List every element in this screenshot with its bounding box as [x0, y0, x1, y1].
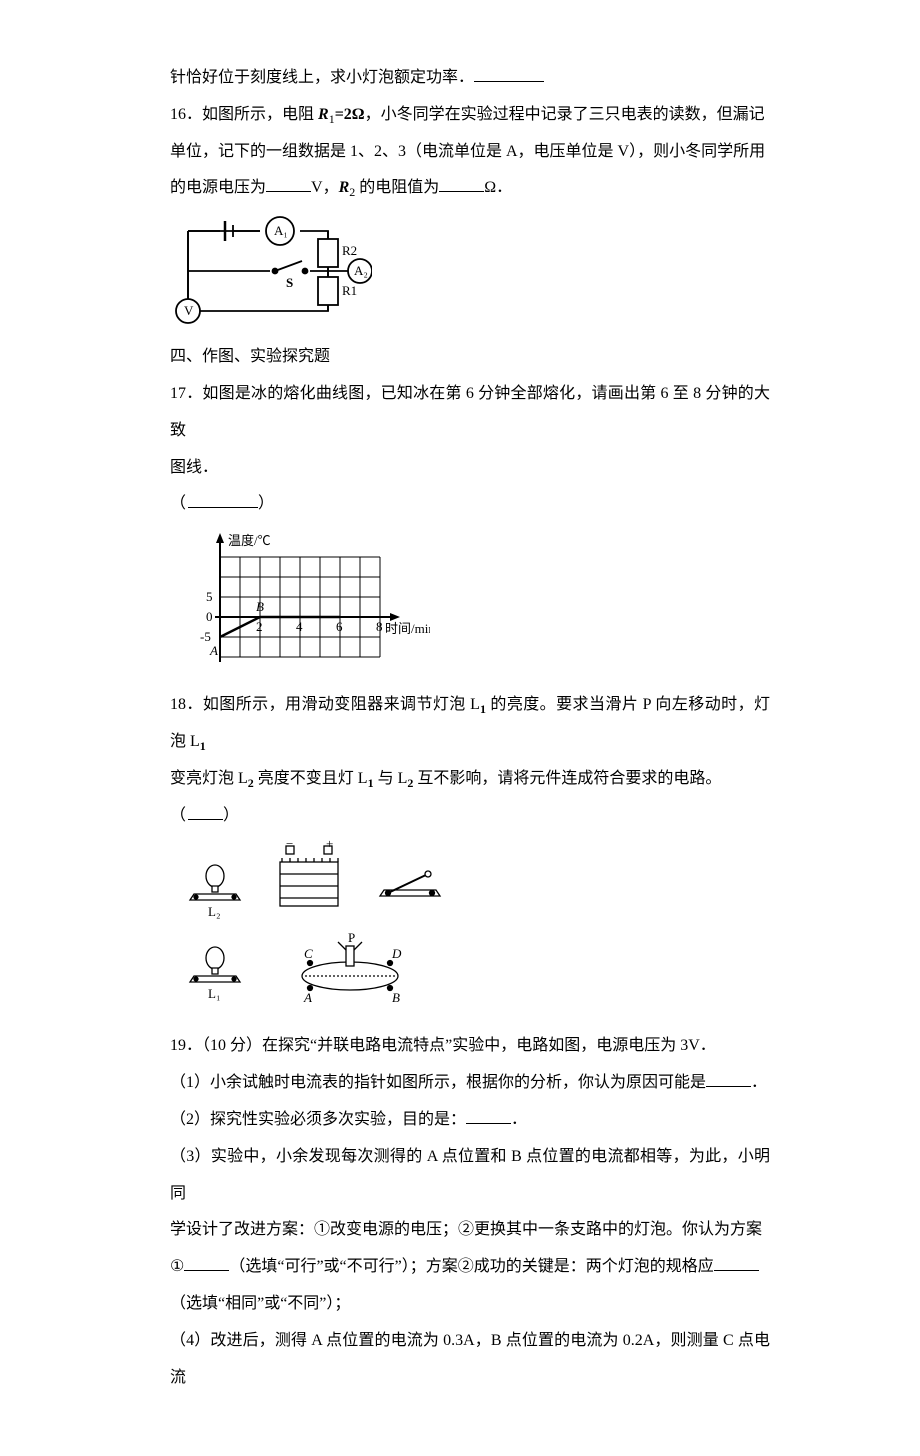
q19-p3l3a: ① — [170, 1258, 184, 1275]
q19-p2: （2）探究性实验必须多次实验，目的是： ． — [170, 1102, 770, 1139]
q19-p1a: （1）小余试触时电流表的指针如图所示，根据你的分析，你认为原因可能是 — [170, 1074, 706, 1091]
q16-unitohm: Ω． — [484, 179, 512, 196]
q19-p3-l1: （3）实验中，小余发现每次测得的 A 点位置和 B 点位置的电流都相等，为此，小… — [170, 1139, 770, 1213]
label-l2: L₂ — [208, 904, 220, 919]
r2-sym: R — [339, 179, 350, 196]
label-r2: R2 — [342, 243, 357, 258]
label-p: P — [348, 930, 355, 945]
r2-letter: R — [339, 179, 350, 196]
q19-line1: 19．（10 分）在探究“并联电路电流特点”实验中，电路如图，电源电压为 3V． — [170, 1028, 770, 1065]
label-a1: A₁ — [274, 223, 288, 238]
q17-line2: 图线． — [170, 450, 770, 487]
label-b: B — [392, 990, 400, 1005]
blank-q15 — [474, 65, 544, 82]
blank-q16-ohm — [439, 175, 484, 192]
q16-l3b: 的电阻值为 — [355, 179, 439, 196]
fig18-svg: − + L₂ L₁ P C D A B — [170, 838, 470, 1018]
label-v: V — [184, 303, 194, 318]
r1-sym: R — [318, 106, 329, 123]
blank-q19-1 — [706, 1070, 751, 1087]
pt-B: B — [256, 599, 264, 614]
q18-l1sub2: 1 — [200, 739, 206, 753]
pt-A: A — [209, 643, 218, 658]
ytick-5: 5 — [206, 589, 213, 604]
q16-l1b: ，小冬同学在实验过程中记录了三只电表的读数，但漏记 — [365, 106, 765, 123]
bat-minus: − — [286, 838, 293, 851]
q18-components-figure: − + L₂ L₁ P C D A B — [170, 838, 770, 1018]
q18-l2b: 亮度不变且灯 L — [254, 770, 368, 787]
q16-line1: 16．如图所示，电阻 R1=2Ω，小冬同学在实验过程中记录了三只电表的读数，但漏… — [170, 97, 770, 134]
blank-q19-3a — [184, 1254, 229, 1271]
q17-pr: ） — [258, 495, 276, 512]
blank-q18 — [188, 803, 223, 820]
q18-l2a: 变亮灯泡 L — [170, 770, 248, 787]
q19-p1b: ． — [751, 1074, 767, 1091]
q19-p3-l2: 学设计了改进方案：①改变电源的电压；②更换其中一条支路中的灯泡。你认为方案 — [170, 1212, 770, 1249]
q18-pr: ） — [223, 807, 241, 824]
q16-line2: 单位，记下的一组数据是 1、2、3（电流单位是 A，电压单位是 V），则小冬同学… — [170, 134, 770, 171]
q18-l1a: 18．如图所示，用滑动变阻器来调节灯泡 L — [170, 696, 480, 713]
q19-p1: （1）小余试触时电流表的指针如图所示，根据你的分析，你认为原因可能是 ． — [170, 1065, 770, 1102]
q16-unitv: V， — [311, 179, 339, 196]
q16-line3: 的电源电压为V，R2 的电阻值为Ω． — [170, 170, 770, 207]
ylabel: 温度/℃ — [228, 533, 271, 548]
label-c: C — [304, 946, 313, 961]
q16-l1a: 16．如图所示，电阻 — [170, 106, 318, 123]
q16-circuit-figure: A₁ A₂ R2 S R1 V — [170, 211, 770, 329]
q19-p2b: ． — [511, 1111, 527, 1128]
blank-q19-3b — [714, 1254, 759, 1271]
q19-p2a: （2）探究性实验必须多次实验，目的是： — [170, 1111, 466, 1128]
q19-p3hint1: （选填“可行”或“不可行”）；方案②成功的关键是：两个灯泡的规格应 — [229, 1258, 713, 1275]
r1-letter: R — [318, 106, 329, 123]
q18-paren: （） — [170, 798, 770, 835]
section4-title: 四、作图、实验探究题 — [170, 339, 770, 376]
xtick-4: 4 — [296, 619, 303, 634]
blank-q17 — [188, 491, 258, 508]
blank-q16-v — [266, 175, 311, 192]
graph17-svg: 温度/℃ 时间/min 5 0 -5 2 4 6 8 A B — [170, 527, 430, 677]
q19-p3-l3: ① （选填“可行”或“不可行”）；方案②成功的关键是：两个灯泡的规格应 — [170, 1249, 770, 1286]
ytick-neg5: -5 — [200, 629, 211, 644]
q18-line2: 变亮灯泡 L2 亮度不变且灯 L1 与 L2 互不影响，请将元件连成符合要求的电… — [170, 761, 770, 798]
xlabel: 时间/min — [385, 621, 430, 636]
q18-pl: （ — [170, 807, 188, 824]
q15-tail: 针恰好位于刻度线上，求小灯泡额定功率． — [170, 60, 770, 97]
q17-graph-figure: 温度/℃ 时间/min 5 0 -5 2 4 6 8 A B — [170, 527, 770, 677]
label-a2: A₂ — [354, 263, 368, 278]
xtick-8: 8 — [376, 619, 383, 634]
bat-plus: + — [326, 838, 333, 851]
q17-paren: （） — [170, 486, 770, 523]
q19-p3-l4: （选填“相同”或“不同”）； — [170, 1286, 770, 1323]
label-s: S — [286, 275, 293, 290]
q17-pl: （ — [170, 495, 188, 512]
label-d: D — [391, 946, 402, 961]
label-l1: L₁ — [208, 986, 220, 1001]
blank-q19-2 — [466, 1107, 511, 1124]
q16-l3a: 的电源电压为 — [170, 179, 266, 196]
circuit-svg: A₁ A₂ R2 S R1 V — [170, 211, 372, 329]
q18-l2c: 与 L — [374, 770, 408, 787]
r1-eq: =2Ω — [335, 106, 365, 123]
q19-p4: （4）改进后，测得 A 点位置的电流为 0.3A，B 点位置的电流为 0.2A，… — [170, 1323, 770, 1397]
xtick-6: 6 — [336, 619, 343, 634]
ytick-0: 0 — [206, 609, 213, 624]
xtick-2: 2 — [256, 619, 263, 634]
q18-l2d: 互不影响，请将元件连成符合要求的电路。 — [413, 770, 721, 787]
q17-line1: 17．如图是冰的熔化曲线图，已知冰在第 6 分钟全部熔化，请画出第 6 至 8 … — [170, 376, 770, 450]
label-a: A — [303, 990, 312, 1005]
q18-line1: 18．如图所示，用滑动变阻器来调节灯泡 L1 的亮度。要求当滑片 P 向左移动时… — [170, 687, 770, 761]
q15-tail-text: 针恰好位于刻度线上，求小灯泡额定功率． — [170, 69, 474, 86]
label-r1: R1 — [342, 283, 357, 298]
